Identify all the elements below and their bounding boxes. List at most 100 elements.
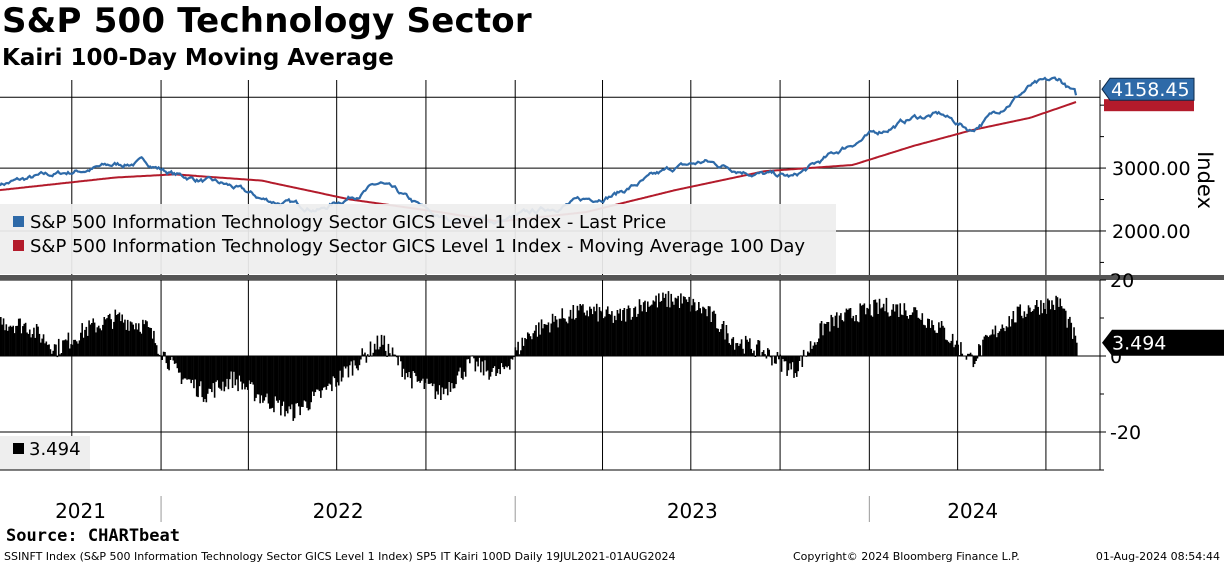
kairi-bar (1, 324, 3, 356)
kairi-bar (539, 334, 541, 356)
x-tick-label: 2022 (313, 499, 364, 522)
kairi-bar (84, 329, 86, 356)
kairi-bar (714, 313, 717, 356)
kairi-last-value: 3.494 (1112, 333, 1166, 355)
kairi-bar (292, 356, 295, 421)
kairi-bar (253, 356, 256, 402)
kairi-bar (578, 310, 580, 356)
kairi-bar (45, 341, 48, 356)
kairi-bar (377, 349, 380, 356)
kairi-bar (938, 322, 940, 356)
kairi-bar (998, 331, 1001, 356)
kairi-bar (729, 344, 732, 356)
kairi-bar (353, 356, 355, 361)
x-tick-label: 2021 (55, 499, 106, 522)
kairi-bar (808, 352, 810, 356)
kairi-bar (497, 356, 500, 369)
kairi-bar (1037, 306, 1039, 356)
kairi-bar (866, 307, 868, 356)
kairi-bar (215, 356, 217, 382)
x-tick-label: 2024 (947, 499, 998, 522)
kairi-bar (38, 333, 41, 356)
kairi-bar (885, 297, 888, 356)
kairi-bar (786, 356, 788, 376)
kairi-bar (649, 305, 652, 356)
kairi-bar (107, 315, 110, 356)
kairi-bar (379, 346, 381, 356)
kairi-bar (794, 356, 797, 374)
kairi-bar (566, 323, 569, 356)
kairi-bar (462, 356, 464, 380)
kairi-bar (386, 356, 388, 357)
kairi-bar (491, 356, 493, 372)
kairi-bar (427, 356, 430, 384)
kairi-bar (921, 313, 924, 356)
kairi-bar (507, 356, 510, 367)
kairi-bar (987, 336, 990, 356)
kairi-bar (960, 342, 962, 356)
kairi-bar (99, 328, 101, 356)
kairi-bar (354, 356, 357, 366)
kairi-bar (309, 356, 311, 410)
kairi-bar (304, 356, 307, 402)
kairi-bar (131, 322, 133, 356)
kairi-bar (474, 356, 477, 372)
kairi-bar (598, 307, 601, 356)
kairi-bar (1066, 327, 1068, 356)
kairi-bar (1011, 319, 1013, 356)
kairi-bar (435, 356, 438, 392)
kairi-bar (1016, 306, 1019, 356)
kairi-bar (296, 356, 299, 403)
kairi-bar (686, 302, 689, 356)
kairi-bar (333, 356, 336, 379)
kairi-bar (682, 296, 685, 356)
kairi-bar (920, 320, 922, 356)
kairi-bar (677, 295, 679, 356)
kairi-bar (424, 356, 427, 383)
kairi-bar (249, 356, 252, 384)
kairi-bar (172, 356, 175, 361)
x-tick-label: 2023 (667, 499, 718, 522)
kairi-bar (13, 333, 16, 356)
kairi-bar (951, 333, 954, 356)
kairi-bar (645, 311, 648, 356)
kairi-bar (925, 327, 928, 356)
price-legend: S&P 500 Information Technology Sector GI… (0, 204, 836, 274)
kairi-bar (583, 312, 586, 356)
kairi-bar (903, 303, 906, 356)
kairi-bar (521, 337, 524, 356)
legend-swatch (13, 443, 24, 454)
kairi-bar (725, 325, 728, 356)
kairi-bar (75, 341, 78, 356)
kairi-bar (713, 310, 715, 356)
kairi-bar (1031, 310, 1034, 356)
kairi-bar (873, 300, 875, 356)
kairi-bar (834, 315, 837, 356)
kairi-bar (735, 343, 737, 356)
kairi-bar (884, 311, 886, 356)
kairi-bar (525, 339, 528, 356)
kairi-bar (180, 356, 183, 384)
kairi-bar (240, 356, 242, 382)
kairi-bar (132, 324, 135, 356)
chart-subtitle: Kairi 100-Day Moving Average (2, 45, 394, 71)
kairi-bar (747, 341, 750, 356)
kairi-bar (624, 321, 627, 356)
kairi-bar (899, 303, 902, 356)
kairi-bar (800, 355, 802, 356)
kairi-bar (280, 356, 282, 416)
kairi-bar (408, 356, 410, 372)
kairi-bar (151, 338, 154, 356)
kairi-bar (584, 315, 587, 356)
kairi-bar (830, 314, 833, 356)
kairi-bar (237, 356, 239, 392)
kairi-bar (200, 356, 202, 382)
ma-last-callout (1104, 99, 1194, 112)
kairi-bar (989, 335, 991, 356)
kairi-bar (104, 319, 107, 356)
kairi-bar (601, 312, 604, 356)
kairi-bar (878, 298, 881, 356)
kairi-bar (459, 356, 461, 368)
kairi-bar (942, 325, 944, 356)
